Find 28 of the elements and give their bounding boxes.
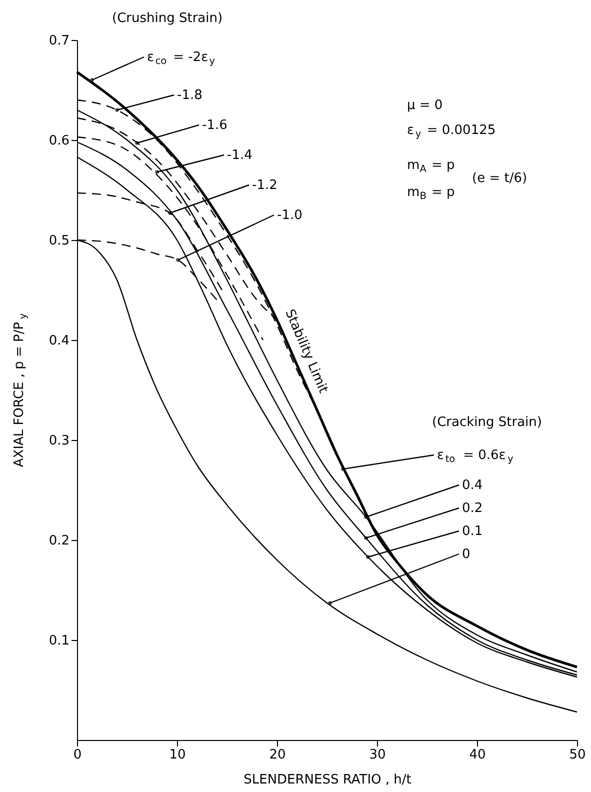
x-axis-title: SLENDERNESS RATIO , h/t — [244, 772, 412, 788]
x-tick-label: 50 — [569, 748, 586, 762]
x-tick-label: 0 — [73, 748, 82, 762]
text: (Crushing Strain) — [112, 11, 223, 26]
x-tick-label: 30 — [369, 748, 386, 762]
annotation: -1.8 — [177, 88, 202, 103]
x-tick-label: 10 — [169, 748, 186, 762]
x-tick-label: 20 — [269, 748, 286, 762]
annotation: -1.6 — [202, 118, 228, 133]
annotation: -1.2 — [252, 178, 278, 193]
y-tick-label: 0.7 — [48, 34, 70, 48]
annotation: (e = t/6) — [472, 171, 528, 186]
y-tick-label: 0.5 — [48, 234, 70, 248]
annotation: (Cracking Strain) — [432, 415, 542, 430]
y-tick-label: 0.1 — [48, 634, 70, 648]
y-tick-label: 0.6 — [48, 134, 70, 148]
annotation: 0.2 — [462, 501, 483, 516]
annotation: 0.1 — [462, 524, 483, 539]
annotation: 0 — [462, 547, 470, 562]
annotation: μ = 0 — [407, 98, 443, 113]
y-axis-title: AXIAL FORCE , p = P/Py — [12, 313, 29, 468]
annotation: -1.0 — [277, 208, 302, 223]
annotation: -1.4 — [227, 148, 252, 163]
x-tick-label: 40 — [469, 748, 486, 762]
y-tick-label: 0.4 — [48, 334, 70, 348]
y-tick-label: 0.3 — [48, 434, 70, 448]
y-tick-label: 0.2 — [48, 534, 70, 548]
annotation: 0.4 — [462, 478, 483, 493]
